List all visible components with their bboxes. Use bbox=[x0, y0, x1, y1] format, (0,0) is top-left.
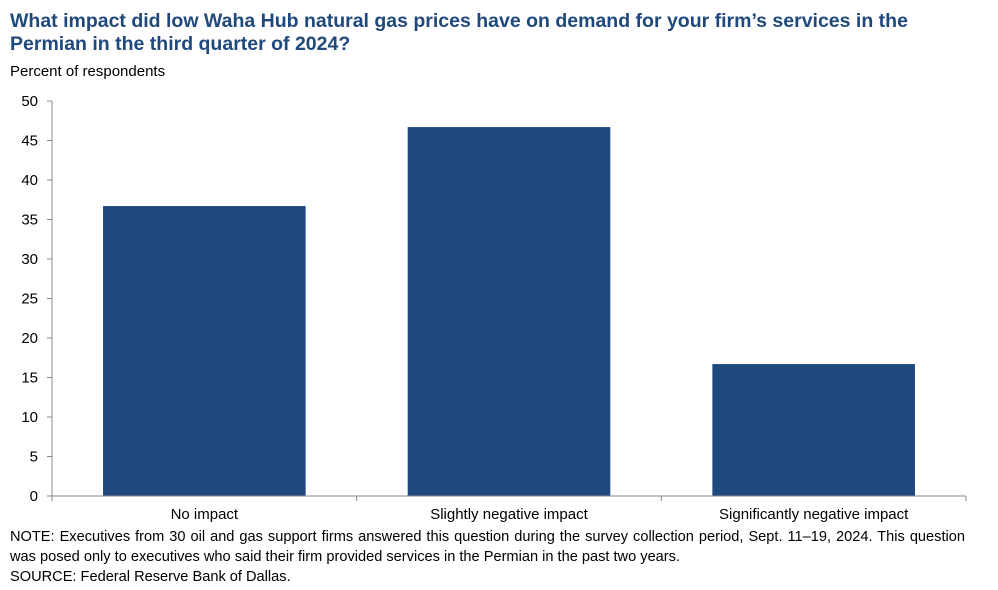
y-tick-label: 5 bbox=[30, 449, 38, 466]
note-text: NOTE: Executives from 30 oil and gas sup… bbox=[10, 529, 965, 565]
y-tick-label: 30 bbox=[21, 251, 38, 268]
y-tick-label: 10 bbox=[21, 409, 38, 426]
y-axis: 0 5 10 15 20 25 30 35 40 45 50 bbox=[21, 93, 53, 505]
y-tick-label: 45 bbox=[21, 133, 38, 150]
x-tick-label: Slightly negative impact bbox=[430, 506, 588, 523]
x-axis: No impact Slightly negative impact Signifi… bbox=[51, 495, 967, 523]
chart-title: What impact did low Waha Hub natural gas… bbox=[10, 10, 908, 55]
x-tick-label: Significantly negative impact bbox=[719, 506, 909, 523]
source-text: SOURCE: Federal Reserve Bank of Dallas. bbox=[10, 569, 291, 585]
y-tick-label: 25 bbox=[21, 291, 38, 308]
footnote: NOTE: Executives from 30 oil and gas sup… bbox=[10, 527, 965, 587]
bars bbox=[103, 127, 915, 496]
y-tick-label: 40 bbox=[21, 172, 38, 189]
x-tick-label: No impact bbox=[171, 506, 239, 523]
y-tick-label: 20 bbox=[21, 330, 38, 347]
bar bbox=[407, 127, 611, 496]
y-tick-label: 50 bbox=[21, 93, 38, 110]
bar bbox=[103, 206, 306, 496]
y-tick-label: 35 bbox=[21, 212, 38, 229]
y-tick-label: 0 bbox=[30, 488, 38, 505]
y-tick-label: 15 bbox=[21, 370, 38, 387]
bar bbox=[712, 364, 915, 496]
y-axis-label: Percent of respondents bbox=[10, 63, 166, 80]
